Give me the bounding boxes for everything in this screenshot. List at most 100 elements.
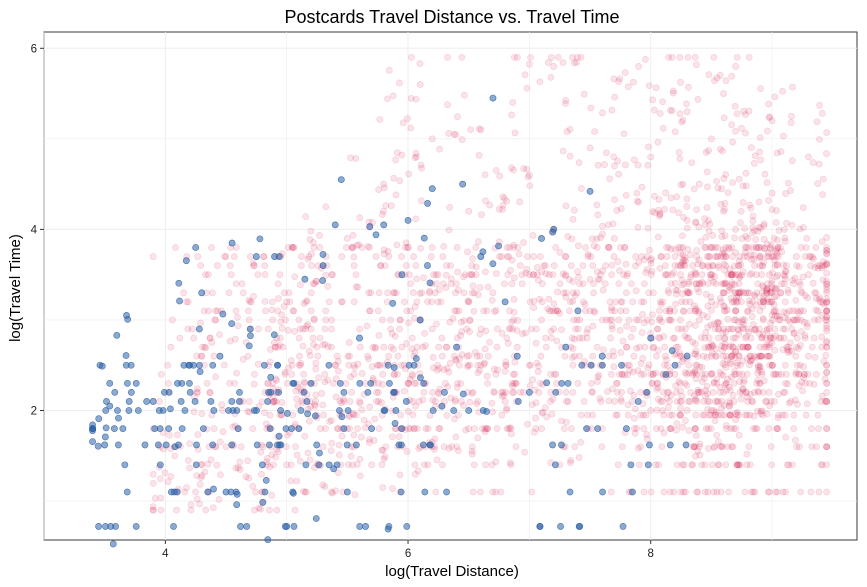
data-point <box>267 388 275 396</box>
data-point <box>669 87 677 95</box>
data-point <box>569 361 577 369</box>
data-point <box>315 374 323 382</box>
data-point <box>693 361 701 369</box>
data-point <box>293 477 301 485</box>
data-point <box>781 314 789 322</box>
data-point <box>123 488 131 496</box>
data-point <box>284 326 292 334</box>
data-point <box>671 307 678 315</box>
data-point <box>293 395 300 403</box>
data-point <box>796 361 804 369</box>
data-point <box>719 352 727 360</box>
data-point <box>514 317 522 324</box>
data-point <box>250 262 258 270</box>
data-point <box>685 361 693 369</box>
data-point <box>474 291 482 299</box>
data-point <box>277 334 284 342</box>
data-point <box>404 379 412 387</box>
data-point <box>771 370 779 378</box>
data-point <box>722 77 730 85</box>
data-point <box>569 289 577 297</box>
data-point <box>454 379 461 387</box>
data-point <box>707 293 715 301</box>
data-point <box>760 220 768 228</box>
data-point <box>440 366 448 373</box>
data-point <box>511 370 519 378</box>
data-point <box>821 398 829 405</box>
data-point <box>657 425 665 433</box>
data-point <box>412 402 420 410</box>
data-point <box>823 307 831 315</box>
data-point <box>671 370 679 378</box>
data-point <box>750 160 758 167</box>
data-point <box>710 407 718 415</box>
data-point <box>608 325 616 333</box>
data-point <box>717 298 725 306</box>
data-point <box>405 425 413 433</box>
data-point <box>698 271 706 279</box>
data-point <box>499 193 507 201</box>
data-point <box>547 327 555 335</box>
data-point <box>498 329 506 337</box>
data-point <box>264 536 272 544</box>
data-point <box>470 289 478 297</box>
data-point <box>819 175 827 183</box>
data-point <box>673 193 681 201</box>
data-point <box>452 131 460 138</box>
data-point <box>350 431 358 439</box>
data-point <box>506 307 513 315</box>
data-point <box>803 323 811 331</box>
data-point <box>407 95 415 102</box>
data-point <box>823 321 831 329</box>
data-point <box>499 206 507 213</box>
data-point <box>481 345 489 353</box>
data-point <box>199 425 207 433</box>
data-point <box>596 395 604 402</box>
data-point <box>309 280 317 288</box>
data-point <box>822 316 830 324</box>
data-point <box>819 258 827 266</box>
data-point <box>727 352 735 360</box>
data-point <box>715 461 723 469</box>
data-point <box>200 307 208 315</box>
data-point <box>504 271 512 279</box>
data-point <box>656 298 664 306</box>
data-point <box>750 326 758 334</box>
data-point <box>739 386 747 393</box>
data-point <box>495 242 502 250</box>
data-point <box>669 89 677 97</box>
data-point <box>257 505 264 513</box>
data-point <box>763 179 771 186</box>
data-point <box>233 407 241 414</box>
data-point <box>805 352 812 360</box>
data-point <box>310 341 317 348</box>
data-point <box>671 245 679 253</box>
data-point <box>676 110 684 118</box>
data-point <box>790 411 798 419</box>
data-point <box>754 387 762 395</box>
data-point <box>466 316 474 324</box>
data-point <box>453 443 461 451</box>
data-point <box>607 304 615 312</box>
data-point <box>783 370 790 378</box>
data-point <box>823 488 831 496</box>
data-point <box>526 182 534 190</box>
data-point <box>649 370 657 378</box>
data-point <box>661 262 669 270</box>
data-point <box>305 253 313 260</box>
data-point <box>327 447 335 455</box>
data-point <box>714 411 722 419</box>
data-point <box>222 253 230 260</box>
data-point <box>358 433 365 441</box>
data-point <box>605 244 613 251</box>
data-point <box>720 175 728 183</box>
data-point <box>543 379 551 387</box>
data-point <box>634 224 642 231</box>
data-point <box>617 398 625 405</box>
data-point <box>172 244 179 251</box>
data-point <box>407 307 415 315</box>
data-point <box>347 452 355 460</box>
data-point <box>428 185 436 193</box>
data-point <box>782 190 789 197</box>
data-point <box>482 425 490 433</box>
